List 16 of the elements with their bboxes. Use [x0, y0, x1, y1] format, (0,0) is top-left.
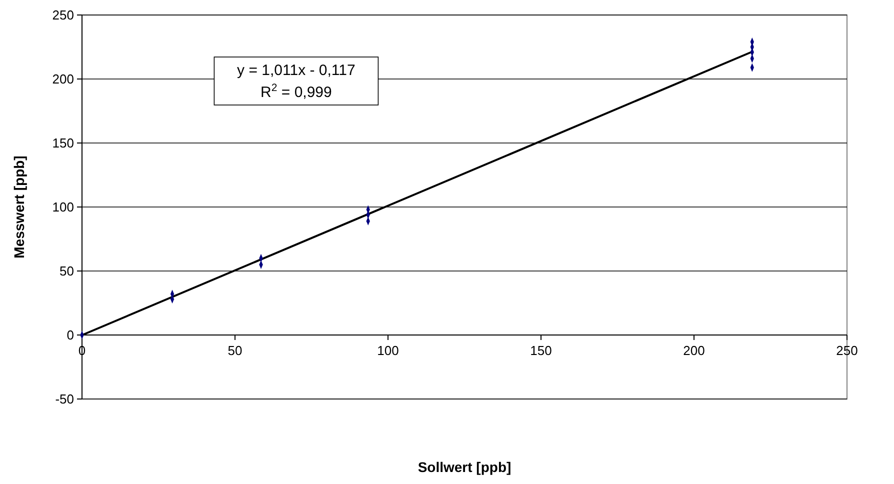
x-tick-label: 250	[836, 343, 858, 358]
y-tick-label: 200	[52, 72, 74, 87]
y-tick-label: 100	[52, 200, 74, 215]
y-tick-label: 250	[52, 8, 74, 23]
y-tick-label: 0	[66, 328, 74, 343]
y-tick-label: 50	[60, 264, 74, 279]
annotation: y = 1,011x - 0,117	[237, 62, 356, 79]
x-tick-label: 150	[530, 343, 552, 358]
x-tick-label: 200	[683, 343, 705, 358]
x-tick-label: 50	[228, 343, 242, 358]
x-axis-title: Sollwert [ppb]	[418, 459, 512, 475]
x-tick-label: 100	[377, 343, 399, 358]
y-axis-title: Messwert [ppb]	[11, 156, 27, 258]
annotation: R$^{2}$ = 0,999	[260, 82, 332, 101]
y-tick-label: 150	[52, 136, 74, 151]
y-tick-label: -50	[55, 392, 74, 407]
